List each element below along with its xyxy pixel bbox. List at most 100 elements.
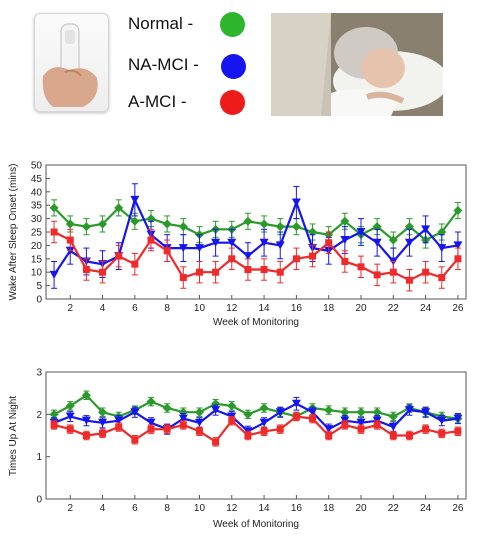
data-point-triangle — [356, 228, 366, 236]
y-tick-label: 50 — [31, 161, 43, 172]
data-point-square — [195, 427, 203, 435]
x-tick-label: 24 — [420, 503, 432, 514]
data-point-triangle — [178, 244, 188, 253]
data-point-triangle — [453, 241, 463, 250]
data-point-square — [389, 432, 397, 439]
data-point-square — [244, 266, 252, 274]
data-point-triangle — [65, 412, 75, 421]
data-point-triangle — [211, 238, 221, 247]
data-point-square — [454, 255, 462, 263]
data-point-diamond — [178, 222, 188, 232]
y-tick-label: 3 — [36, 368, 42, 379]
data-point-diamond — [324, 405, 334, 415]
data-point-diamond — [259, 219, 269, 229]
data-point-square — [131, 260, 139, 268]
x-tick-label: 22 — [388, 503, 400, 514]
data-point-triangle — [356, 418, 366, 427]
x-tick-label: 26 — [452, 303, 464, 314]
data-point-square — [341, 257, 349, 265]
x-tick-label: 10 — [194, 503, 206, 514]
legend-a-mci: A-MCI - — [128, 92, 187, 112]
data-point-triangle — [291, 399, 301, 408]
data-point-triangle — [81, 416, 91, 425]
data-point-square — [179, 274, 187, 282]
data-point-square — [82, 432, 90, 439]
data-point-triangle — [130, 408, 140, 417]
x-tick-label: 22 — [388, 303, 400, 314]
plot-area-frame — [45, 371, 467, 500]
x-tick-label: 12 — [226, 303, 238, 314]
data-point-diamond — [65, 401, 75, 411]
data-point-square — [260, 266, 268, 274]
data-point-square — [454, 427, 462, 435]
x-axis-label: Week of Monitoring — [213, 519, 299, 530]
legend-normal-label: Normal - — [128, 14, 194, 33]
y-axis-label: Wake After Sleep Onset (mins) — [8, 164, 19, 301]
data-point-diamond — [340, 216, 350, 226]
data-point-diamond — [114, 203, 124, 213]
data-point-triangle — [372, 238, 382, 247]
data-point-triangle — [146, 418, 156, 427]
data-point-square — [405, 432, 413, 439]
series-line-normal — [53, 206, 459, 242]
series-line-normal — [53, 393, 459, 420]
data-point-diamond — [291, 222, 301, 232]
data-point-square — [438, 429, 446, 437]
x-tick-label: 4 — [100, 303, 106, 314]
legend-a-mci-label: A-MCI - — [128, 92, 187, 111]
sensor-device-image — [34, 13, 109, 112]
data-point-square — [341, 421, 349, 429]
legend-na-mci-label: NA-MCI - — [128, 55, 199, 74]
data-point-diamond — [275, 222, 285, 232]
x-tick-label: 24 — [420, 303, 432, 314]
x-tick-label: 16 — [291, 503, 303, 514]
y-tick-label: 10 — [31, 268, 43, 279]
data-point-square — [99, 429, 107, 437]
data-point-square — [260, 427, 268, 435]
legend-normal-dot-icon — [220, 12, 245, 37]
data-point-square — [179, 421, 187, 429]
data-point-square — [325, 239, 333, 247]
data-point-triangle — [178, 414, 188, 423]
data-point-square — [50, 228, 58, 236]
y-tick-label: 40 — [31, 187, 43, 198]
data-point-triangle — [275, 408, 285, 417]
data-point-square — [163, 247, 171, 255]
y-tick-label: 2 — [36, 410, 42, 421]
x-tick-label: 10 — [194, 303, 206, 314]
data-point-square — [292, 412, 300, 420]
x-tick-label: 20 — [355, 303, 367, 314]
series-a-mci — [50, 411, 462, 447]
data-point-square — [276, 268, 284, 276]
data-point-triangle — [259, 238, 269, 247]
data-point-triangle — [49, 270, 59, 279]
y-tick-label: 45 — [31, 174, 43, 185]
data-point-diamond — [98, 407, 108, 417]
y-tick-label: 30 — [31, 214, 43, 225]
data-point-triangle — [437, 416, 447, 425]
x-axis: 2 4 6 8 10 12 14 16 18 20 22 24 26 — [67, 495, 464, 514]
data-point-triangle — [275, 241, 285, 250]
data-point-square — [373, 421, 381, 429]
data-point-square — [147, 425, 155, 433]
data-point-diamond — [162, 403, 172, 413]
series-na-mci — [49, 183, 463, 289]
data-point-diamond — [162, 219, 172, 229]
y-tick-label: 35 — [31, 201, 43, 212]
legend-na-mci: NA-MCI - — [128, 55, 199, 75]
data-point-diamond — [65, 219, 75, 229]
x-tick-label: 8 — [164, 303, 170, 314]
x-tick-label: 20 — [355, 503, 367, 514]
data-point-square — [228, 417, 236, 425]
data-point-square — [212, 268, 220, 276]
data-point-square — [147, 236, 155, 244]
data-point-square — [66, 236, 74, 244]
data-point-triangle — [388, 423, 398, 432]
data-point-square — [99, 268, 107, 276]
data-point-diamond — [388, 235, 398, 245]
x-tick-label: 8 — [164, 503, 170, 514]
sleeping-woman-icon — [271, 13, 443, 116]
data-point-triangle — [291, 198, 301, 207]
legend-na-mci-dot-icon — [221, 54, 246, 79]
